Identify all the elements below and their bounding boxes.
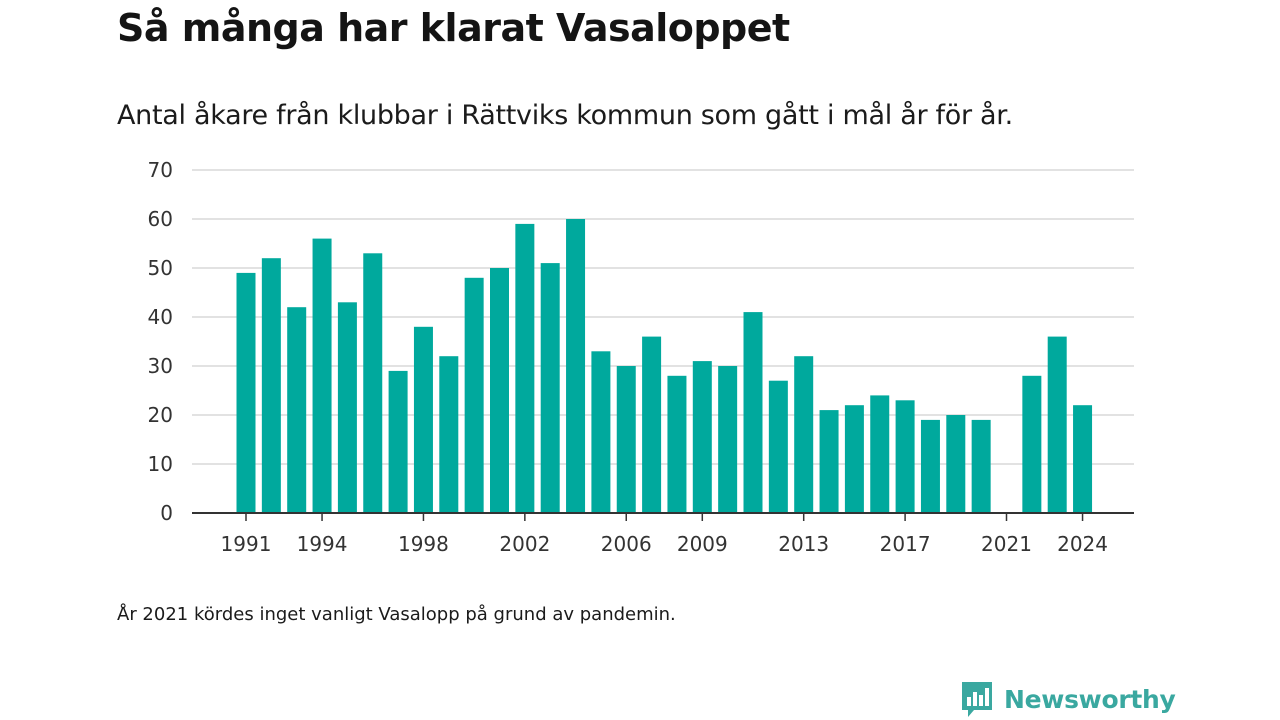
bar-2010	[718, 366, 738, 513]
bar-2017	[895, 400, 915, 513]
y-tick-label: 50	[148, 256, 173, 280]
bar-1997	[388, 370, 408, 513]
bar-2024	[1073, 405, 1093, 513]
bar-2001	[490, 268, 509, 513]
bar-1991	[236, 272, 256, 513]
footnote: År 2021 kördes inget vanligt Vasalopp på…	[117, 604, 676, 625]
bar-1994	[312, 238, 332, 513]
x-tick-label: 1991	[221, 532, 272, 556]
chart-subtitle: Antal åkare från klubbar i Rättviks komm…	[117, 100, 1013, 131]
bar-2020	[971, 419, 991, 513]
bar-2015	[844, 405, 864, 513]
bar-2012	[768, 380, 788, 513]
bar-1993	[287, 307, 307, 513]
y-tick-label: 40	[148, 305, 173, 329]
bar-2014	[819, 410, 839, 513]
bar-1992	[261, 258, 281, 513]
y-tick-label: 60	[148, 207, 173, 231]
brand-name: Newsworthy	[1004, 684, 1176, 714]
y-tick-label: 10	[148, 452, 173, 476]
bar-2003	[540, 263, 560, 513]
x-tick-label: 2017	[880, 532, 931, 556]
x-tick-label: 2021	[981, 532, 1032, 556]
bar-2008	[667, 375, 687, 513]
y-tick-label: 20	[148, 403, 173, 427]
bar-2019	[946, 415, 966, 513]
bar-2007	[642, 336, 662, 513]
x-tick-label: 1994	[297, 532, 348, 556]
newsworthy-logo: Newsworthy	[960, 680, 1176, 718]
x-tick-label: 1998	[398, 532, 449, 556]
x-tick-label: 2002	[499, 532, 550, 556]
x-tick-label: 2006	[601, 532, 652, 556]
bar-chart-logo-icon	[962, 682, 992, 717]
bar-2000	[464, 277, 484, 513]
bars	[236, 219, 1093, 514]
bar-1998	[413, 326, 433, 513]
x-tick-label: 2024	[1057, 532, 1108, 556]
bar-2022	[1022, 375, 1042, 513]
x-axis-labels: 1991 1994 1998 2002 2006 2009 2013 2017 2021 2024	[221, 532, 1108, 556]
y-axis-labels: 0 10 20 30 40 50 60 70	[148, 158, 173, 525]
grid-lines	[192, 169, 1134, 465]
bar-1999	[439, 356, 459, 513]
bar-2016	[870, 395, 890, 513]
bar-2018	[920, 419, 940, 513]
x-tick-label: 2013	[778, 532, 829, 556]
y-tick-label: 70	[148, 158, 173, 182]
x-axis	[192, 512, 1134, 521]
bar-1995	[337, 302, 357, 513]
bar-2002	[515, 223, 535, 513]
y-tick-label: 30	[148, 354, 173, 378]
bar-2006	[616, 366, 636, 513]
bar-2004	[566, 219, 586, 513]
bar-2023	[1047, 336, 1067, 513]
y-tick-label: 0	[160, 501, 173, 525]
x-tick-label: 2009	[677, 532, 728, 556]
bar-chart: 0 10 20 30 40 50 60 70 1991 1994 1998 2002 2006 2009…	[148, 158, 1134, 556]
bar-2005	[591, 351, 611, 513]
bar-1996	[363, 253, 383, 514]
bar-2013	[794, 356, 814, 513]
bar-2011	[743, 312, 763, 513]
chart-title: Så många har klarat Vasaloppet	[117, 6, 790, 50]
bar-2009	[692, 361, 712, 513]
